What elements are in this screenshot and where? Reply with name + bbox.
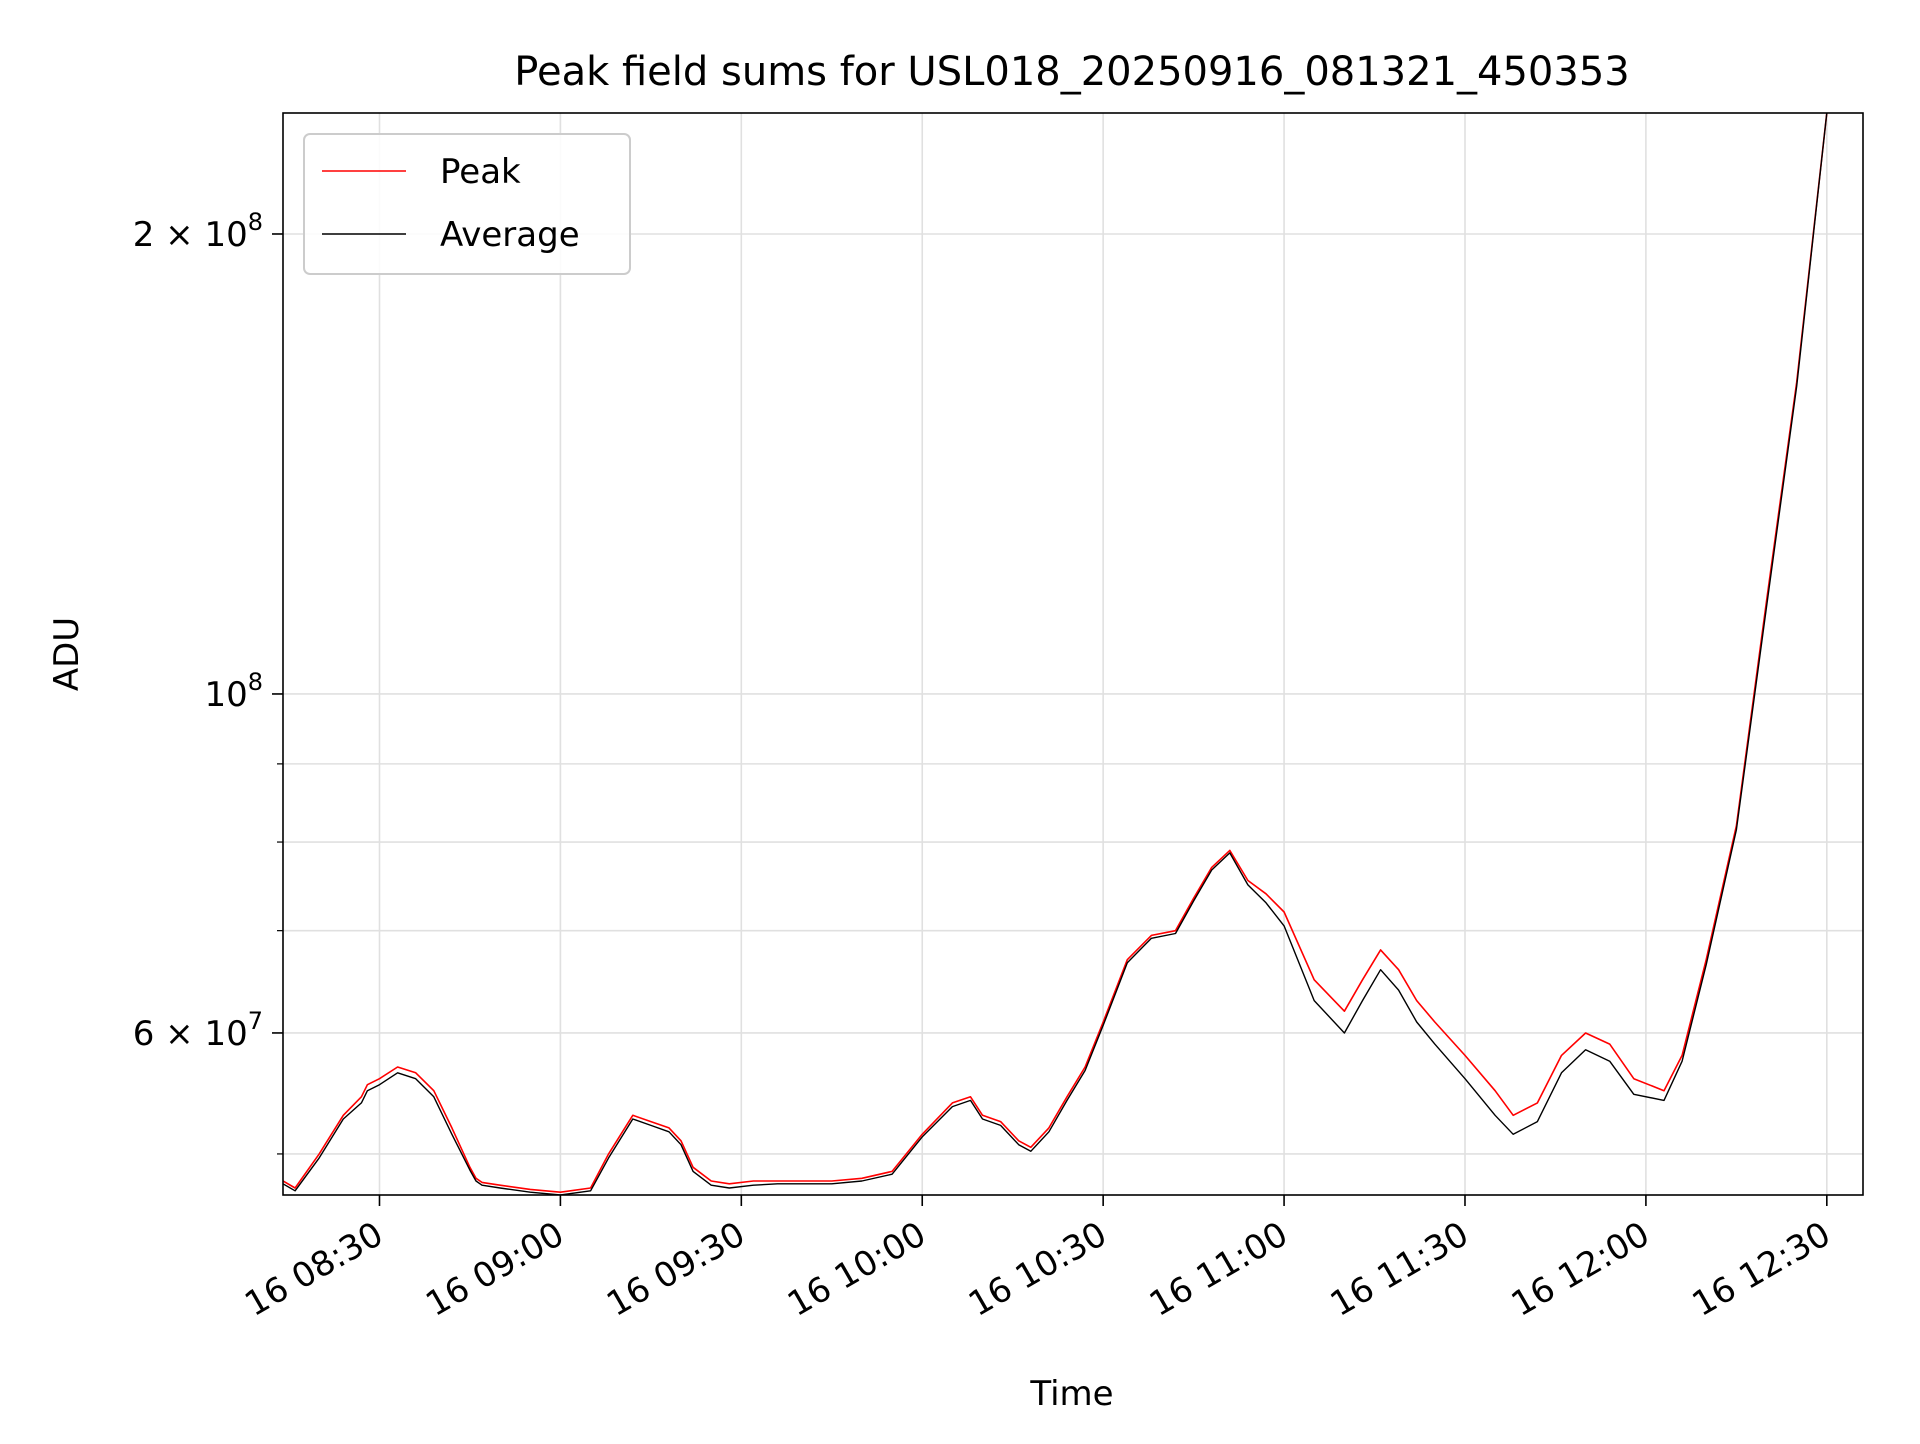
axes-frame: [282, 112, 1864, 1196]
grid-lines: [283, 113, 1863, 1195]
y-tick-base: 10: [204, 1014, 247, 1054]
y-tick-times: ×: [154, 215, 204, 255]
legend-box: [303, 133, 631, 275]
y-tick-exponent: 8: [248, 668, 263, 696]
y-axis-label: ADU: [47, 617, 87, 691]
y-tick-coef: 6: [133, 1014, 155, 1054]
legend-label-average: Average: [440, 215, 580, 255]
y-tick-label: 108: [204, 668, 263, 715]
series-line-peak: [283, 113, 1828, 1193]
plot-area: [283, 113, 1828, 1195]
y-tick-exponent: 7: [248, 1007, 263, 1035]
y-tick-base: 10: [204, 215, 247, 255]
legend-label-peak: Peak: [440, 152, 521, 192]
tick-marks: [272, 233, 1828, 1206]
y-tick-label: 2 × 108: [133, 208, 263, 255]
y-tick-base: 10: [204, 675, 247, 715]
series-line-average: [283, 113, 1828, 1195]
y-tick-coef: 2: [133, 215, 155, 255]
chart-title: Peak field sums for USL018_20250916_0813…: [514, 49, 1629, 95]
y-tick-exponent: 8: [248, 208, 263, 236]
legend: Peak Average: [303, 133, 631, 275]
y-tick-times: ×: [154, 1014, 204, 1054]
y-tick-label: 6 × 107: [133, 1007, 263, 1054]
x-axis-label: Time: [1029, 1374, 1113, 1414]
